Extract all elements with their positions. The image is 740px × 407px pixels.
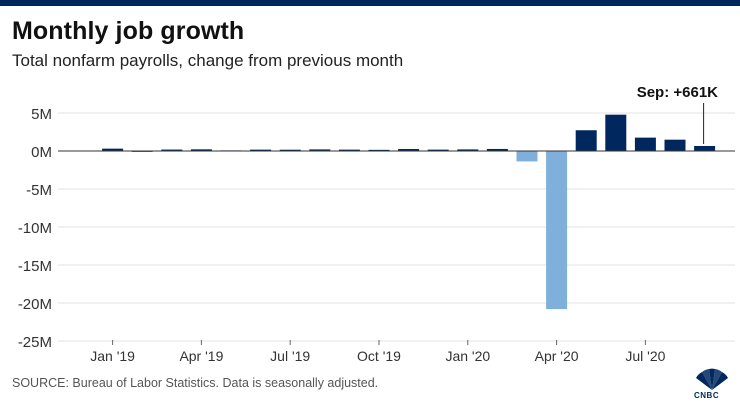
y-tick-label: -15M — [18, 258, 52, 275]
bar — [161, 149, 183, 151]
x-tick-label: Jan '20 — [445, 348, 490, 364]
x-tick-label: Jul '20 — [625, 348, 665, 364]
x-tick-label: Jan '19 — [90, 348, 135, 364]
bar — [250, 149, 272, 151]
x-tick-label: Apr '20 — [535, 348, 579, 364]
y-tick-label: -20M — [18, 296, 52, 313]
bar — [398, 149, 420, 151]
bar — [486, 148, 508, 151]
chart-subtitle: Total nonfarm payrolls, change from prev… — [12, 51, 404, 70]
chart-title: Monthly job growth — [12, 17, 245, 45]
bar — [546, 151, 568, 310]
bar — [427, 149, 449, 151]
top-accent-bar — [0, 0, 740, 6]
annotation-label: Sep: +661K — [637, 84, 718, 101]
bar — [279, 149, 301, 151]
logo-text: CNBC — [694, 391, 720, 400]
y-tick-label: 0M — [31, 144, 52, 161]
bar — [338, 149, 360, 151]
bar — [102, 148, 124, 151]
source-note: SOURCE: Bureau of Labor Statistics. Data… — [12, 376, 379, 390]
bar — [575, 130, 597, 151]
bar — [634, 137, 656, 151]
bar — [190, 149, 212, 151]
x-tick-label: Jul '19 — [270, 348, 310, 364]
bar — [664, 139, 686, 151]
bar — [516, 151, 538, 162]
y-tick-label: -10M — [18, 220, 52, 237]
x-tick-label: Oct '19 — [357, 348, 401, 364]
y-tick-label: 5M — [31, 106, 52, 123]
bar — [694, 145, 716, 151]
bar — [368, 149, 390, 151]
y-tick-label: -25M — [18, 334, 52, 351]
bar — [605, 114, 627, 151]
bar — [457, 149, 479, 151]
bar — [309, 149, 331, 151]
cnbc-peacock-logo-icon — [696, 368, 728, 390]
x-tick-label: Apr '19 — [179, 348, 223, 364]
y-tick-label: -5M — [26, 182, 52, 199]
